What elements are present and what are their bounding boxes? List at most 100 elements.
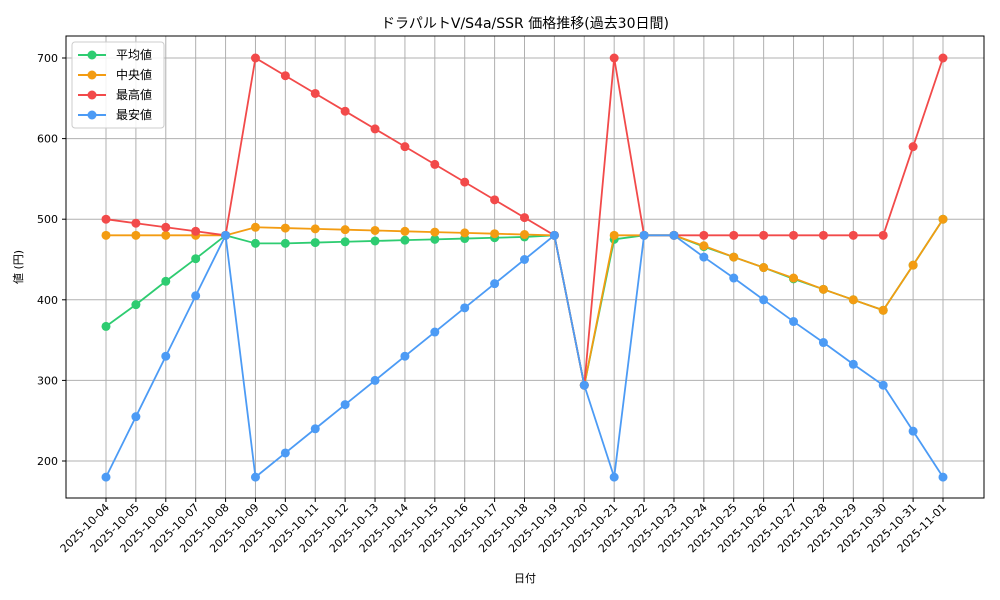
- data-point: [938, 53, 948, 63]
- data-point: [908, 260, 918, 270]
- data-point: [310, 88, 320, 98]
- data-point: [131, 412, 141, 422]
- legend-label: 中央値: [116, 67, 152, 82]
- data-point: [340, 225, 350, 235]
- data-point: [520, 213, 529, 223]
- data-point: [848, 295, 858, 305]
- chart-title: ドラパルトV/S4a/SSR 価格推移(過去30日間): [381, 16, 669, 32]
- data-point: [191, 226, 201, 236]
- data-point: [161, 222, 171, 232]
- x-axis-label: 日付: [514, 572, 536, 585]
- data-point: [460, 228, 470, 238]
- y-tick-label: 600: [37, 133, 58, 146]
- data-point: [818, 230, 828, 240]
- data-point: [101, 472, 111, 482]
- data-point: [609, 230, 619, 240]
- data-point: [848, 359, 858, 369]
- data-point: [340, 237, 350, 247]
- legend-marker-icon: [87, 90, 97, 100]
- y-tick-label: 500: [37, 213, 58, 226]
- data-point: [789, 230, 799, 240]
- data-point: [490, 229, 500, 239]
- data-point: [191, 254, 201, 264]
- data-point: [161, 351, 171, 361]
- data-point: [938, 472, 948, 482]
- data-point: [460, 303, 470, 313]
- data-point: [250, 238, 260, 248]
- legend-label: 平均値: [116, 47, 152, 62]
- data-point: [400, 351, 410, 361]
- data-point: [579, 380, 589, 390]
- y-tick-label: 200: [37, 455, 58, 468]
- legend-marker-icon: [87, 50, 97, 60]
- data-point: [818, 338, 828, 348]
- y-axis-ticks: 200 300 400 500 600 700: [37, 52, 66, 468]
- data-point: [729, 252, 739, 262]
- data-point: [609, 53, 619, 63]
- grid-lines: [66, 36, 984, 498]
- data-point: [878, 380, 888, 390]
- data-point: [729, 230, 739, 240]
- data-point: [520, 230, 529, 240]
- data-point: [280, 238, 290, 248]
- data-point: [639, 230, 649, 240]
- data-point: [101, 230, 111, 240]
- data-point: [400, 226, 410, 236]
- data-point: [250, 472, 260, 482]
- data-point: [340, 400, 350, 410]
- data-point: [310, 238, 320, 248]
- legend-item: 平均値: [78, 47, 152, 62]
- series-最安値: [101, 230, 948, 482]
- data-point: [131, 230, 141, 240]
- data-point: [400, 235, 410, 245]
- data-point: [669, 230, 679, 240]
- data-point: [310, 224, 320, 234]
- data-point: [490, 279, 500, 289]
- x-axis-ticks: 2025-10-042025-10-052025-10-062025-10-07…: [58, 498, 949, 555]
- data-point: [370, 236, 380, 246]
- data-point: [161, 230, 171, 240]
- data-point: [609, 472, 619, 482]
- data-point: [191, 291, 201, 301]
- data-point: [699, 230, 709, 240]
- data-point: [280, 223, 290, 233]
- legend-item: 最安値: [78, 107, 152, 122]
- data-point: [131, 300, 141, 310]
- data-point: [280, 448, 290, 458]
- series-中央値: [101, 214, 948, 390]
- data-point: [340, 106, 350, 116]
- data-point: [549, 230, 559, 240]
- y-axis-label: 値 (円): [12, 250, 25, 284]
- data-point: [699, 241, 709, 251]
- data-point: [789, 317, 799, 327]
- data-point: [938, 214, 948, 224]
- data-point: [370, 225, 380, 235]
- legend-label: 最高値: [116, 87, 152, 102]
- data-point: [878, 230, 888, 240]
- data-point: [250, 222, 260, 232]
- legend-marker-icon: [87, 70, 97, 80]
- data-point: [878, 305, 888, 315]
- data-point: [250, 53, 260, 63]
- data-point: [131, 218, 141, 228]
- legend-label: 最安値: [116, 107, 152, 122]
- data-point: [400, 142, 410, 152]
- data-point: [789, 273, 799, 283]
- data-point: [221, 230, 231, 240]
- data-point: [101, 214, 111, 224]
- data-point: [280, 71, 290, 81]
- data-point: [759, 263, 769, 273]
- data-point: [759, 230, 769, 240]
- data-point: [729, 273, 739, 283]
- data-point: [818, 284, 828, 294]
- legend-box: [71, 41, 165, 129]
- data-point: [370, 124, 380, 134]
- data-point: [908, 426, 918, 436]
- data-point: [161, 276, 171, 286]
- data-point: [908, 142, 918, 152]
- y-tick-label: 400: [37, 294, 58, 307]
- data-point: [490, 195, 500, 205]
- data-point: [699, 252, 709, 262]
